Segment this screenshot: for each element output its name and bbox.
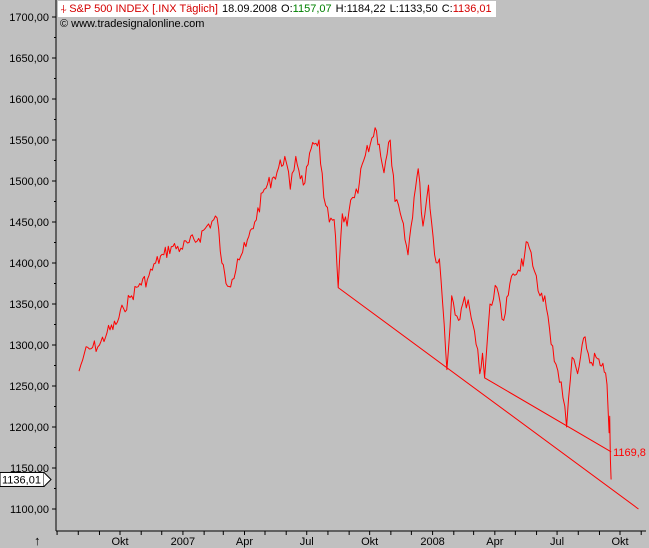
close-value: 1136,01 (452, 3, 492, 15)
y-tick-label: 1650,00 (9, 53, 49, 65)
scroll-up-arrow-icon[interactable]: ↑ (34, 533, 41, 548)
x-tick-label: 2007 (171, 536, 195, 548)
low-label: L: (389, 3, 399, 15)
y-tick-label: 1600,00 (9, 94, 49, 106)
chart-header: ⍭ S&P 500 INDEX [.INX Täglich] 18.09.200… (58, 1, 496, 17)
x-tick-label: Jul (300, 536, 314, 548)
trendline-value-label: 1169,8 (613, 447, 646, 459)
x-tick-label: Apr (486, 536, 503, 548)
y-tick-label: 1200,00 (9, 422, 49, 434)
x-tick-label: 2008 (420, 536, 444, 548)
y-tick-label: 1400,00 (9, 258, 49, 270)
high-label: H: (335, 3, 347, 15)
y-tick-label: 1550,00 (9, 135, 49, 147)
quote-date: 18.09.2008 (221, 3, 278, 15)
x-tick-label: Okt (361, 536, 378, 548)
y-tick-label: 1100,00 (10, 504, 49, 516)
trendline (337, 287, 639, 510)
last-price-pointer (43, 472, 52, 487)
last-price-label: 1136,01 (2, 474, 41, 486)
trendline (484, 377, 612, 453)
open-value: 1157,07 (292, 3, 332, 15)
x-tick-label: Apr (236, 536, 253, 548)
y-tick-label: 1250,00 (9, 381, 49, 393)
high-value: 1184,22 (346, 3, 386, 15)
low-value: 1133,50 (398, 3, 438, 15)
y-tick-label: 1300,00 (9, 340, 49, 352)
y-tick-label: 1350,00 (9, 299, 49, 311)
y-tick-label: 1450,00 (9, 217, 49, 229)
y-tick-label: 1700,00 (9, 12, 49, 24)
price-series-line[interactable] (78, 127, 612, 480)
x-tick-label: Okt (111, 536, 128, 548)
x-tick-label: Jul (550, 536, 564, 548)
open-label: O: (281, 3, 293, 15)
close-label: C: (441, 3, 453, 15)
price-chart-symbol-icon: ⍭ (60, 1, 68, 16)
x-tick-label: Okt (611, 536, 628, 548)
symbol-title[interactable]: S&P 500 INDEX [.INX Täglich] (69, 3, 218, 15)
copyright-notice: © www.tradesignalonline.com (60, 18, 205, 30)
y-tick-label: 1500,00 (9, 176, 49, 188)
